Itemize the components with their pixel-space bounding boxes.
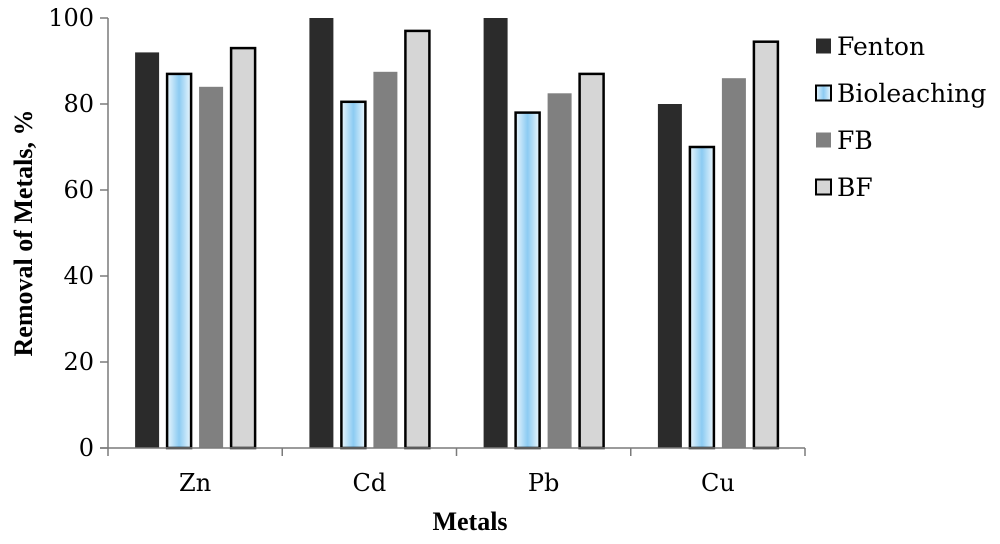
bar-fb-cu xyxy=(721,78,746,448)
bar-fenton-cd xyxy=(309,18,334,448)
x-tick-label-cu: Cu xyxy=(701,469,735,497)
x-axis-title: Metals xyxy=(432,507,507,536)
bar-bioleaching-cd xyxy=(340,100,367,450)
bar-fenton-cu xyxy=(657,104,682,448)
bar-fb-pb xyxy=(547,93,572,449)
legend-label-bioleaching: Bioleaching xyxy=(837,79,986,108)
bar-fb-zn xyxy=(199,86,224,449)
bar-bioleaching-zn xyxy=(165,72,193,450)
y-axis-title: Removal of Metals, % xyxy=(9,110,38,357)
bar-bf-cd xyxy=(404,29,431,450)
legend-swatch-fb xyxy=(816,132,831,148)
y-tick-label: 80 xyxy=(63,90,94,118)
legend-label-bf: BF xyxy=(837,173,873,202)
y-tick-label: 20 xyxy=(63,348,94,376)
bar-fenton-pb xyxy=(483,18,508,448)
labels-layer: 0 20 40 60 80 100 Zn Cd Pb Cu xyxy=(48,4,735,497)
y-tick-label: 60 xyxy=(63,176,94,204)
bar-fenton-zn xyxy=(135,52,160,449)
legend-swatch-bioleaching xyxy=(815,84,832,102)
bar-bioleaching-cu xyxy=(688,145,716,450)
x-tick-label-cd: Cd xyxy=(353,469,387,497)
y-tick-label: 40 xyxy=(63,262,94,290)
x-tick-label-zn: Zn xyxy=(179,469,211,497)
legend: Fenton Bioleaching FB BF xyxy=(815,32,986,202)
legend-swatch-bf xyxy=(815,178,832,196)
bar-bf-zn xyxy=(229,46,257,450)
legend-label-fenton: Fenton xyxy=(837,32,925,61)
y-tick-label: 100 xyxy=(48,4,94,32)
bar-bf-cu xyxy=(752,40,780,450)
bar-bf-pb xyxy=(578,72,605,450)
x-tick-label-pb: Pb xyxy=(528,469,560,497)
bar-fb-cd xyxy=(373,71,398,449)
y-tick-label: 0 xyxy=(79,434,94,462)
bar-bioleaching-pb xyxy=(514,111,541,450)
axes-layer xyxy=(100,17,806,456)
legend-swatch-fenton xyxy=(816,38,831,54)
bars-layer xyxy=(135,18,780,450)
legend-label-fb: FB xyxy=(837,126,873,155)
